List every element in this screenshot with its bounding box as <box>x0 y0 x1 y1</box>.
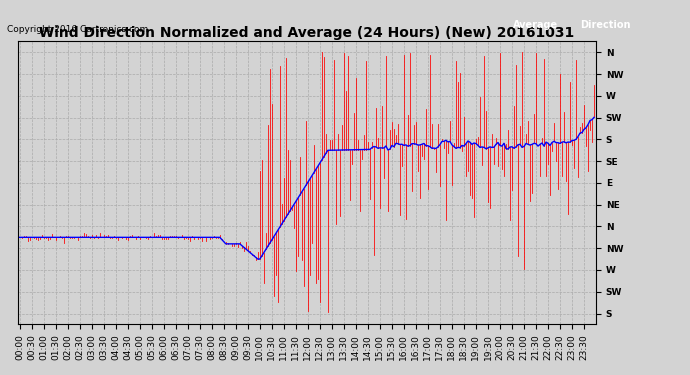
Title: Wind Direction Normalized and Average (24 Hours) (New) 20161031: Wind Direction Normalized and Average (2… <box>39 26 575 40</box>
Text: Direction: Direction <box>580 20 631 30</box>
Text: Copyright 2016 Cartronics.com: Copyright 2016 Cartronics.com <box>7 25 148 34</box>
Text: Average: Average <box>513 20 558 30</box>
